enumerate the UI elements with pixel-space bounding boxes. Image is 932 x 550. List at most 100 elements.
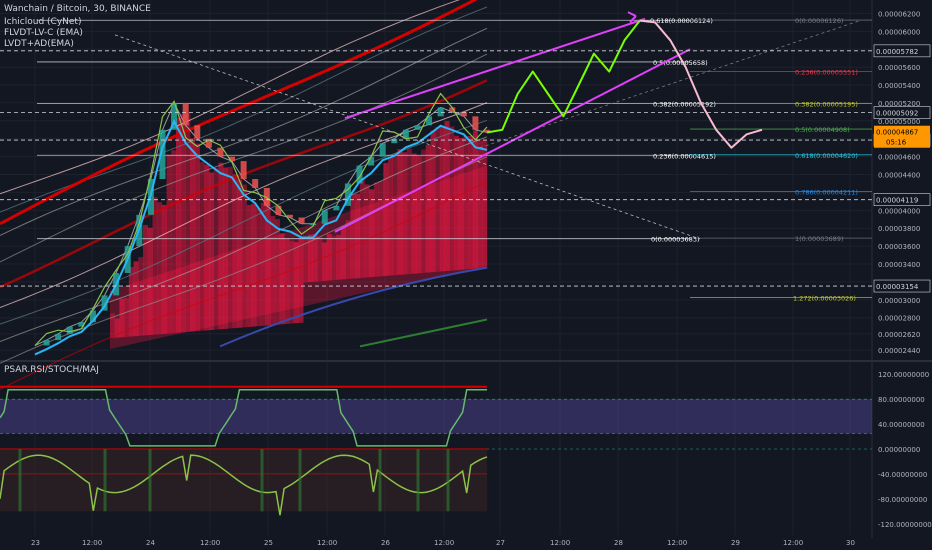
cloud-bar — [246, 204, 252, 327]
cloud-bar — [119, 298, 125, 338]
candle — [379, 143, 386, 157]
cloud-bar — [175, 117, 181, 333]
cloud-body — [110, 165, 487, 350]
cloud-bar — [124, 297, 130, 337]
oscillator-pane — [0, 385, 872, 516]
cloud-bar — [223, 167, 229, 329]
time-tick: 24 — [146, 539, 155, 547]
projection-green — [486, 19, 641, 134]
time-tick: 12:00 — [550, 539, 570, 547]
cloud-bar — [213, 168, 219, 330]
candle — [426, 116, 433, 126]
cloud-bar — [444, 121, 450, 271]
osc-tick: 120.00000000 — [878, 371, 929, 379]
indicator-flvdt[interactable]: FLVDT-LV-C (EMA) — [4, 28, 83, 38]
candle — [414, 125, 421, 130]
ma-ribbon-line — [0, 0, 460, 195]
cloud-bar — [322, 242, 328, 281]
candle — [55, 333, 62, 341]
cloud-bar — [293, 242, 299, 324]
candle — [472, 116, 479, 130]
cloud-bar — [411, 153, 417, 274]
price-tick: 0.00003400 — [878, 261, 920, 269]
time-tick: 26 — [381, 539, 390, 547]
osc-tick: -120.00000000 — [878, 521, 932, 529]
level-badge — [873, 44, 931, 58]
candle — [182, 102, 189, 126]
candle — [344, 183, 351, 206]
cloud-bar — [289, 240, 295, 324]
projection-path — [486, 19, 763, 149]
cloud-bar — [251, 203, 257, 327]
fib-right-label: 0.786(0.00004211) — [795, 188, 858, 196]
time-tick: 12:00 — [783, 539, 803, 547]
indicator-lvdt[interactable]: LVDT+AD(EMA) — [4, 39, 74, 49]
cloud-bar — [454, 135, 460, 271]
cloud-bar — [142, 224, 148, 336]
channel-lines — [334, 17, 691, 233]
channel-arrow — [627, 11, 637, 23]
cloud-bar — [138, 257, 144, 336]
ma-ribbon-line — [0, 181, 488, 390]
cloud-bar — [340, 225, 346, 280]
cloud-bar — [312, 234, 318, 282]
trendline-dashed — [114, 34, 701, 240]
cloud-bar — [274, 219, 280, 325]
cloud-bar — [180, 113, 186, 333]
cloud-bar — [482, 140, 488, 268]
fib-left-label: 0.618(0.00006124) — [650, 17, 713, 25]
cloud-bar — [161, 204, 167, 334]
cloud-bar — [402, 152, 408, 275]
cloud-bar — [378, 181, 384, 277]
level-badge — [873, 279, 931, 293]
cloud-bar — [472, 130, 478, 269]
cloud-bar — [303, 238, 309, 283]
cloud-bar — [199, 162, 205, 331]
cloud-bar — [110, 313, 115, 338]
level-label: 0.00004119 — [876, 197, 918, 205]
price-tick: 0.00006200 — [878, 10, 920, 18]
candle — [437, 107, 444, 117]
cloud-bar — [477, 140, 483, 269]
cloud-bar — [114, 318, 120, 338]
osc-band — [0, 399, 872, 434]
cloud-bar — [388, 157, 394, 276]
time-tick: 12:00 — [82, 539, 102, 547]
chart-title: Wanchain / Bitcoin, 30, BINANCE — [4, 4, 151, 14]
level-label: 0.00005092 — [876, 110, 918, 118]
time-tick: 29 — [731, 539, 740, 547]
osc-rsi-line — [0, 389, 487, 447]
level-badge — [873, 193, 931, 206]
cloud-bar — [430, 130, 436, 273]
cloud-bar — [326, 233, 332, 281]
cloud-bar — [218, 162, 224, 330]
cloud-bar — [416, 155, 422, 274]
indicator-ichicloud[interactable]: Ichicloud (CyNet) — [4, 17, 82, 27]
time-tick: 12:00 — [434, 539, 454, 547]
ema-green — [34, 92, 488, 346]
osc-lower-bg — [0, 449, 487, 512]
price-axis: 0.00006200 0.00006000 0.00005600 0.00005400… — [874, 10, 932, 529]
price-tick: 0.00003800 — [878, 225, 920, 233]
cloud-bar — [237, 179, 243, 328]
osc-tick: 80.00000000 — [878, 396, 925, 404]
cloud-bar — [147, 227, 153, 335]
fib-right-label: 0.5(0.00004908) — [795, 126, 850, 134]
candle — [252, 179, 259, 188]
fib-right-label: 0.618(0.00004620) — [795, 152, 858, 160]
candle — [402, 129, 409, 139]
price-tick: 0.00003000 — [878, 297, 920, 305]
fib-right-label: 0(0.00006126) — [795, 17, 844, 25]
price-tick: 0.00005200 — [878, 100, 920, 108]
candle — [89, 310, 96, 323]
oscillator-title[interactable]: PSAR.RSI/STOCH/MAJ — [4, 365, 99, 375]
cloud-bar — [241, 184, 247, 328]
fib-left-label: 0.382(0.00005192) — [653, 101, 716, 109]
level-badge — [873, 106, 931, 119]
candle — [484, 129, 490, 133]
candle — [460, 111, 467, 117]
cloud-bar — [284, 238, 290, 324]
cloud-bar — [298, 237, 304, 323]
cloud-bar — [256, 208, 262, 327]
